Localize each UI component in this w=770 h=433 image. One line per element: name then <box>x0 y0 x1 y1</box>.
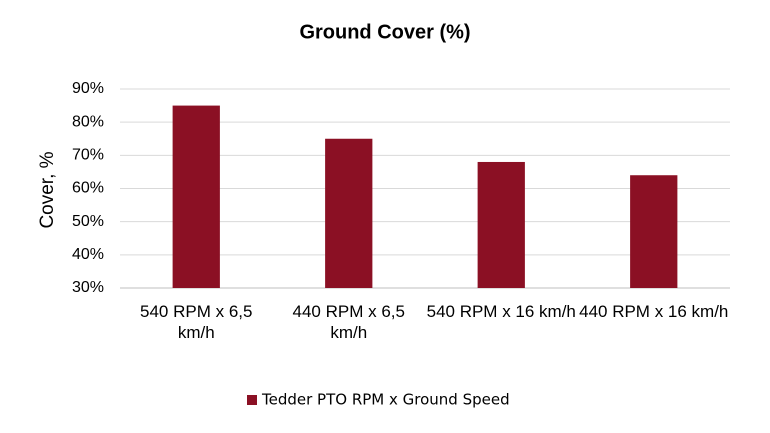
y-tick-label: 80% <box>72 113 104 130</box>
legend-swatch <box>247 395 257 405</box>
x-tick-label: 440 RPM x 16 km/h <box>579 302 729 321</box>
bar <box>477 161 525 288</box>
bar <box>172 105 220 288</box>
x-tick-label: 540 RPM x 16 km/h <box>426 302 576 321</box>
y-tick-label: 40% <box>72 246 104 263</box>
y-tick-label: 90% <box>72 80 104 97</box>
y-tick-label: 60% <box>72 180 104 197</box>
x-tick-label: 440 RPM x 6,5 km/h <box>292 302 405 342</box>
y-tick-label: 30% <box>72 279 104 296</box>
bar <box>325 138 373 288</box>
bar <box>630 175 678 288</box>
x-tick-label: 540 RPM x 6,5 km/h <box>140 302 253 342</box>
y-tick-label: 50% <box>72 213 104 230</box>
y-tick-label: 70% <box>72 147 104 164</box>
legend-label: Tedder PTO RPM x Ground Speed <box>261 391 510 409</box>
chart-title: Ground Cover (%) <box>299 21 470 43</box>
y-axis-title: Cover, % <box>37 151 58 228</box>
